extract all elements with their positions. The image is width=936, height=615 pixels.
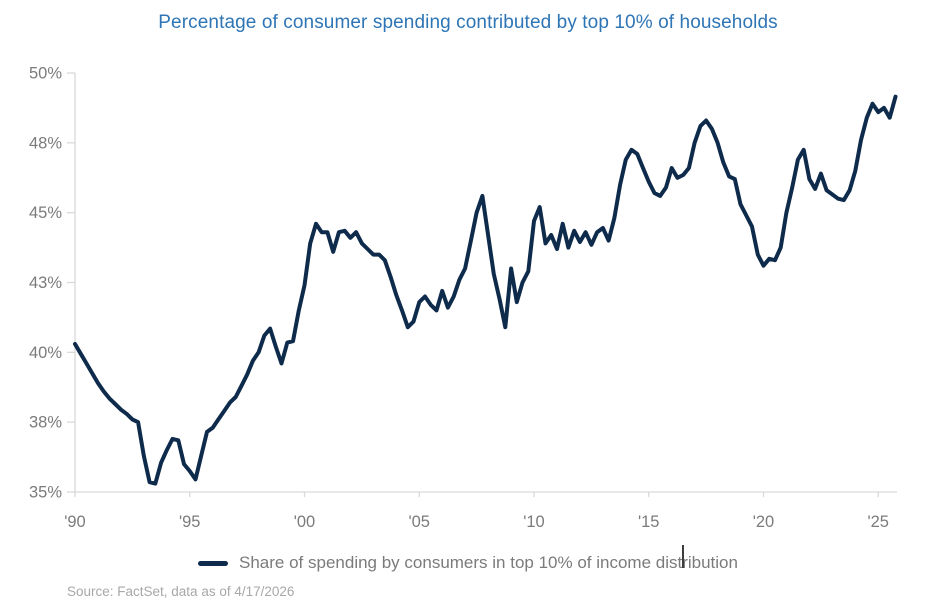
- y-tick-label: 48%: [29, 134, 62, 152]
- text-cursor: [682, 545, 684, 568]
- y-tick-label: 43%: [29, 274, 62, 292]
- y-tick-label: 38%: [29, 414, 62, 432]
- x-tick-label: '15: [638, 513, 660, 531]
- y-tick-label: 35%: [29, 484, 62, 502]
- source-note: Source: FactSet, data as of 4/17/2026: [67, 584, 295, 599]
- x-tick-label: '95: [179, 513, 201, 531]
- x-tick-label: '25: [867, 513, 889, 531]
- x-tick-label: '90: [64, 513, 86, 531]
- x-tick-label: '05: [408, 513, 430, 531]
- spending-share-line: [73, 94, 898, 486]
- legend-line-swatch: [198, 560, 229, 566]
- x-tick-label: '10: [523, 513, 545, 531]
- y-tick-label: 50%: [29, 65, 62, 83]
- legend-label[interactable]: Share of spending by consumers in top 10…: [239, 553, 738, 572]
- x-tick-label: '00: [294, 513, 316, 531]
- legend: Share of spending by consumers in top 10…: [0, 549, 936, 577]
- chart-title: Percentage of consumer spending contribu…: [158, 12, 778, 33]
- x-tick-label: '20: [753, 513, 775, 531]
- y-tick-label: 40%: [29, 344, 62, 362]
- y-tick-label: 45%: [29, 204, 62, 222]
